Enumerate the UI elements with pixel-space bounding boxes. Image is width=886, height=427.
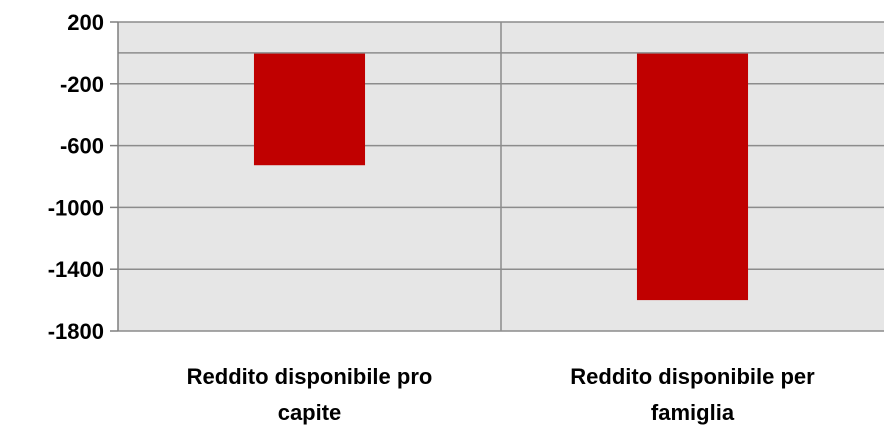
category-label: Reddito disponibile per famiglia — [570, 364, 815, 425]
bars — [253, 52, 749, 301]
y-tick-label: -600 — [60, 134, 104, 159]
y-tick-label: -1800 — [48, 319, 104, 344]
y-tick-label: -1400 — [48, 257, 104, 282]
bar — [636, 52, 749, 301]
category-label-line: Reddito disponibile pro — [187, 364, 433, 389]
category-label-line: famiglia — [651, 400, 735, 425]
y-tick-labels: 200 -200 -600 -1000 -1400 -1800 — [48, 10, 104, 344]
y-tick-label: -1000 — [48, 195, 104, 220]
axes — [110, 21, 884, 332]
y-tick-label: -200 — [60, 72, 104, 97]
category-label: Reddito disponibile pro capite — [187, 364, 433, 425]
gridlines — [118, 21, 884, 332]
bar — [253, 52, 366, 166]
category-label-line: Reddito disponibile per — [570, 364, 815, 389]
category-label-line: capite — [278, 400, 342, 425]
y-tick-label: 200 — [67, 10, 104, 35]
